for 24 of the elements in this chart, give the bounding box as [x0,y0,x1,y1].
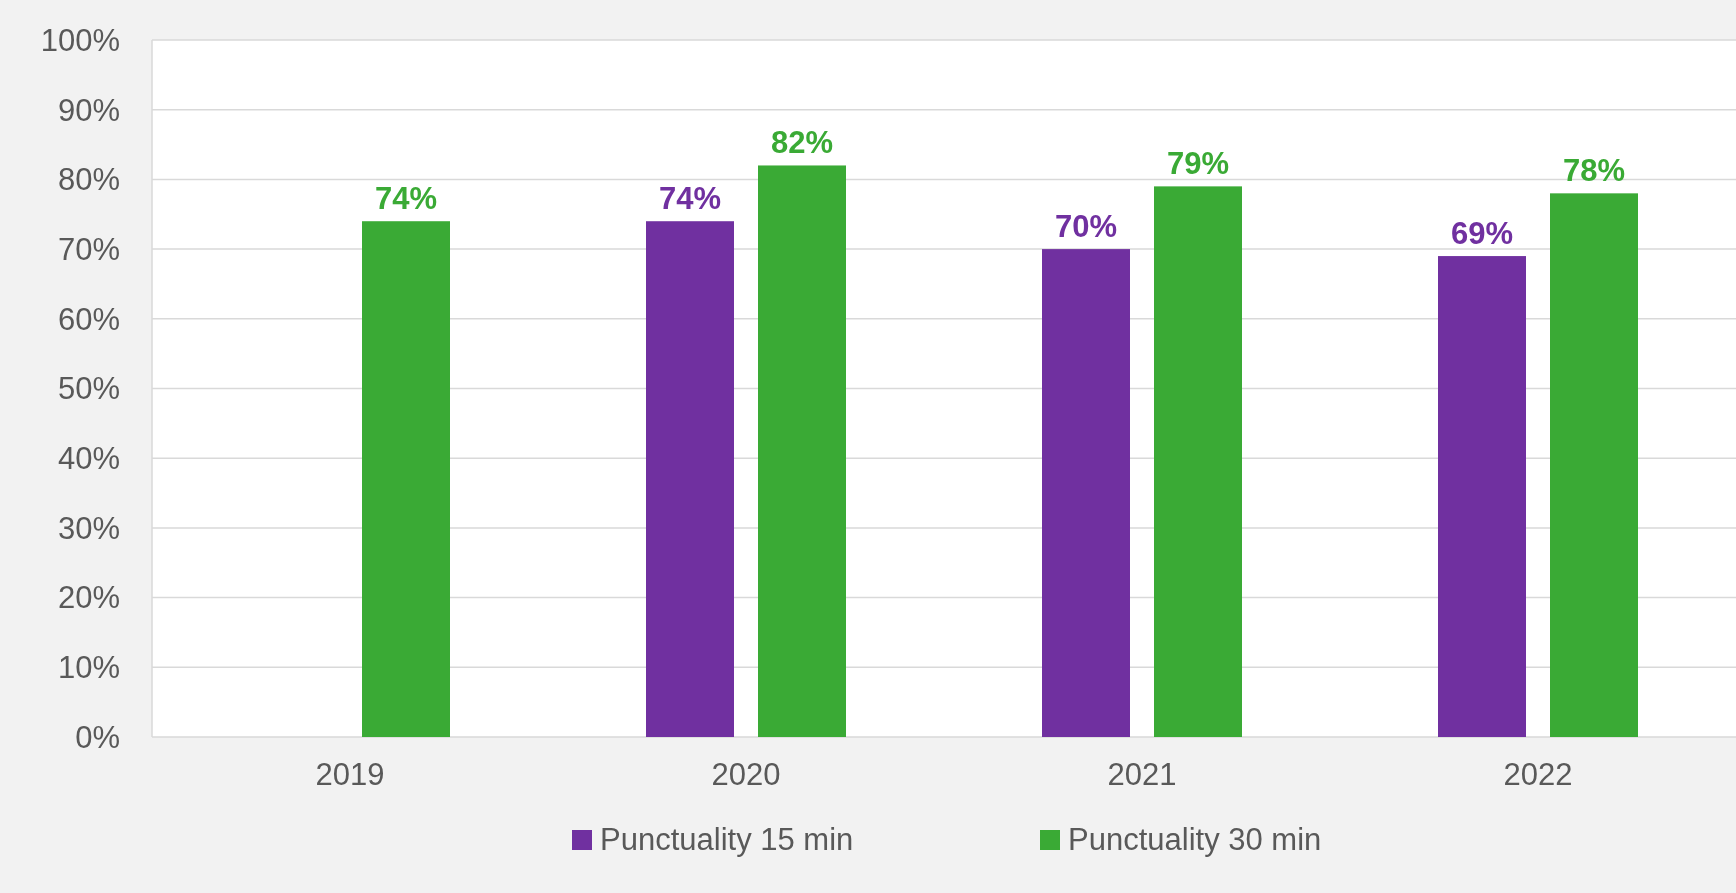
x-tick-label: 2020 [711,757,781,792]
legend-label: Punctuality 30 min [1068,822,1322,857]
data-label: 74% [658,181,722,217]
data-label: 82% [770,125,834,161]
y-tick-label: 100% [40,22,120,58]
y-tick-label: 90% [57,92,120,128]
y-tick-label: 70% [57,231,120,267]
x-tick-label: 2019 [315,757,385,792]
y-tick-label: 0% [75,719,120,755]
data-label: 70% [1054,209,1118,245]
data-label: 69% [1450,216,1514,252]
x-tick-label: 2021 [1107,757,1177,792]
y-tick-label: 40% [57,441,120,477]
data-label: 79% [1166,146,1230,182]
y-tick-label: 20% [57,580,120,616]
y-tick-label: 10% [57,650,120,686]
legend-label: Punctuality 15 min [600,822,854,857]
y-tick-label: 30% [57,510,120,546]
data-label: 78% [1562,153,1626,189]
y-tick-label: 50% [57,371,120,407]
y-tick-label: 60% [57,301,120,337]
x-tick-label: 2022 [1503,757,1573,792]
data-label: 74% [374,181,438,217]
y-tick-label: 80% [57,162,120,198]
